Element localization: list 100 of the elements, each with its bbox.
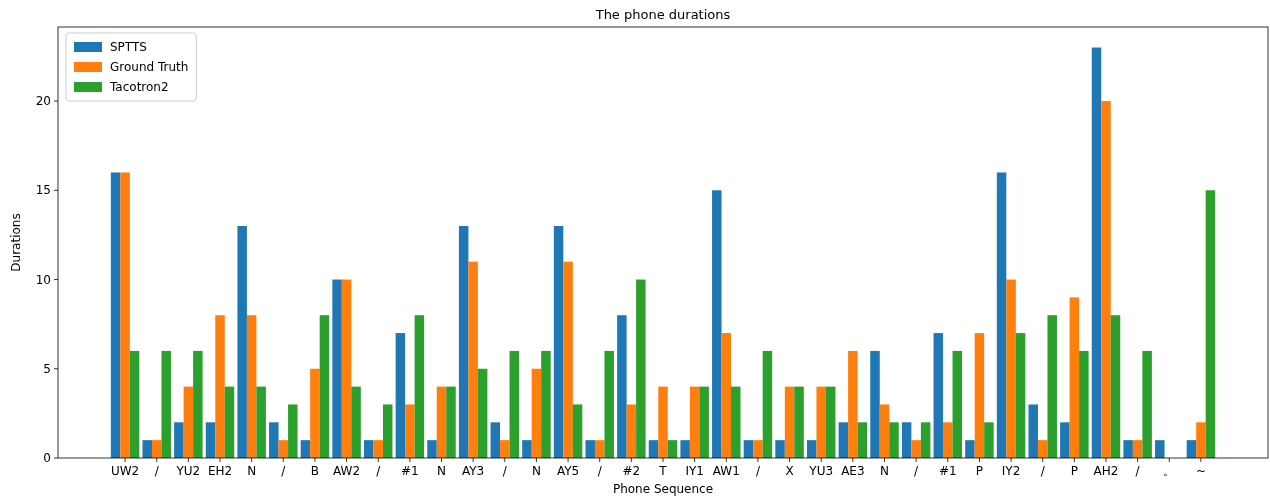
bar <box>541 350 551 458</box>
bar <box>775 440 785 458</box>
bar <box>553 225 564 458</box>
bar <box>205 422 216 458</box>
bar <box>794 386 804 458</box>
bar <box>1110 315 1121 458</box>
bar <box>1028 404 1038 458</box>
bar <box>585 440 595 458</box>
x-tick-label: X <box>785 464 794 478</box>
x-tick-label: 。 <box>1163 464 1176 478</box>
bar <box>382 404 393 458</box>
bar <box>1155 440 1165 458</box>
y-tick-label: 5 <box>43 361 51 376</box>
x-tick-label: / <box>597 464 603 478</box>
x-tick-label: YU3 <box>808 464 834 478</box>
x-tick-label: AH2 <box>1093 464 1119 478</box>
bar <box>278 440 289 458</box>
y-tick-label: 0 <box>43 451 51 465</box>
bar <box>712 190 722 458</box>
bar <box>731 386 741 458</box>
x-tick-label: IY1 <box>685 464 704 478</box>
bar <box>110 172 121 458</box>
bar <box>604 350 614 458</box>
x-tick-label: #1 <box>938 464 957 478</box>
bar <box>911 440 921 458</box>
bar <box>269 422 279 458</box>
bar <box>806 440 817 458</box>
bar <box>1060 422 1070 458</box>
bar <box>879 404 890 458</box>
bar <box>446 386 456 458</box>
x-tick-label: AW1 <box>712 464 740 478</box>
bar <box>395 333 406 458</box>
x-tick-label: N <box>531 464 541 478</box>
x-tick-label: B <box>310 464 320 478</box>
x-tick-label: AY3 <box>462 464 485 478</box>
x-tick-label: YU2 <box>175 464 201 478</box>
bar <box>436 386 447 458</box>
x-tick-label: / <box>376 464 382 478</box>
bar <box>174 422 184 458</box>
y-tick-label: 15 <box>35 183 51 198</box>
bar <box>1037 440 1048 458</box>
x-tick-label: / <box>1040 464 1046 478</box>
bar <box>509 350 520 458</box>
bar <box>617 315 627 458</box>
bar <box>183 386 194 458</box>
x-tick-label: #1 <box>401 464 419 478</box>
bar <box>889 422 899 458</box>
x-tick-label: AE3 <box>841 464 865 478</box>
bar <box>1091 47 1102 458</box>
bar <box>680 440 690 458</box>
bar <box>920 422 931 458</box>
bar <box>1186 440 1197 458</box>
bar <box>1101 101 1111 458</box>
x-tick-label: ~ <box>1195 464 1206 478</box>
x-tick-label: P <box>975 464 984 478</box>
bar <box>721 333 732 458</box>
bar <box>825 386 836 458</box>
x-tick-label: N <box>247 464 257 478</box>
bar <box>594 440 605 458</box>
bar <box>943 422 953 458</box>
bar <box>870 350 880 458</box>
bar <box>1069 297 1080 458</box>
bar <box>161 350 171 458</box>
bar <box>120 172 130 458</box>
bar <box>363 440 374 458</box>
x-tick-label: / <box>755 464 761 478</box>
x-tick-label: / <box>914 464 920 478</box>
bar <box>224 386 235 458</box>
bar <box>151 440 162 458</box>
bar <box>848 350 858 458</box>
x-tick-label: T <box>658 464 668 478</box>
chart-title: The phone durations <box>594 7 731 22</box>
bar <box>626 404 637 458</box>
bar <box>984 422 994 458</box>
bar <box>351 386 361 458</box>
bar <box>563 261 573 458</box>
bar <box>857 422 868 458</box>
bar <box>816 386 826 458</box>
x-tick-label: N <box>437 464 446 478</box>
bar <box>129 350 140 458</box>
bar <box>1123 440 1133 458</box>
bar <box>246 315 257 458</box>
bar <box>1047 315 1057 458</box>
x-tick-label: AW2 <box>333 464 361 478</box>
bar <box>1132 440 1143 458</box>
bar <box>743 440 754 458</box>
bar <box>142 440 152 458</box>
bar <box>458 225 469 458</box>
bar <box>996 172 1007 458</box>
bar <box>477 368 488 458</box>
bar <box>319 315 330 458</box>
bar <box>522 440 532 458</box>
legend-label: Ground Truth <box>110 60 189 74</box>
bar <box>405 404 415 458</box>
bar <box>689 386 700 458</box>
x-tick-label: N <box>880 464 889 478</box>
bar <box>1205 190 1216 458</box>
bar <box>952 350 963 458</box>
bar <box>373 440 383 458</box>
bar <box>288 404 298 458</box>
